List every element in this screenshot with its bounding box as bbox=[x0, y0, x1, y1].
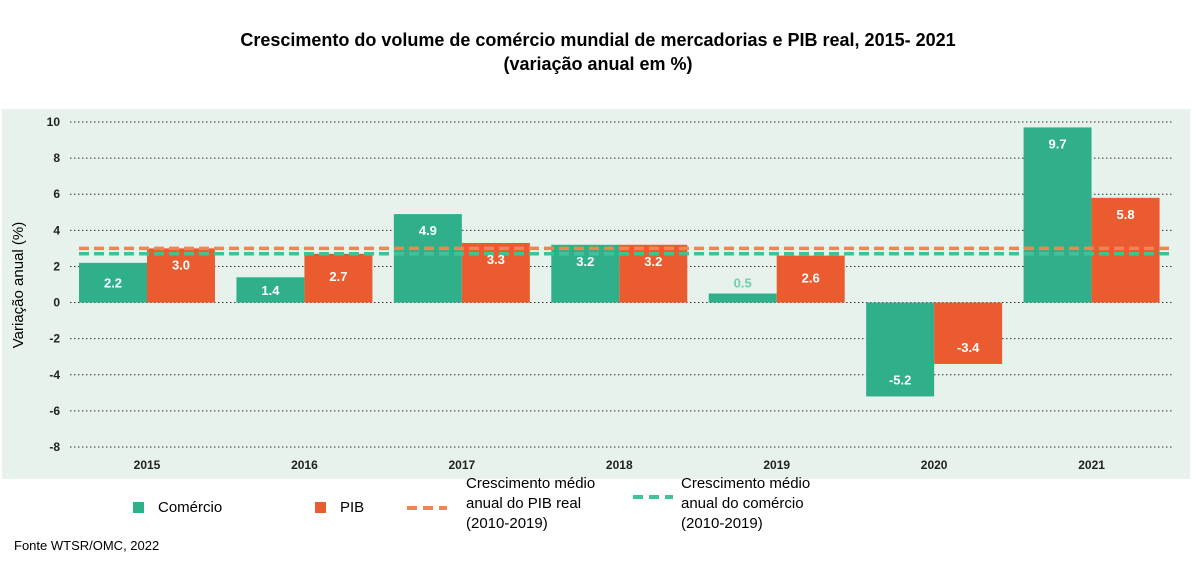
bar-pib bbox=[776, 255, 845, 303]
data-label: 3.3 bbox=[487, 252, 505, 267]
legend-label-avg-comercio: Crescimento médio anual do comércio (201… bbox=[681, 474, 810, 534]
y-tick-label: 4 bbox=[53, 223, 60, 237]
legend-avg-pib-line-3: (2010-2019) bbox=[466, 515, 548, 532]
legend-dash-avg-comercio bbox=[633, 495, 673, 499]
legend-avg-pib-line-1: Crescimento médio bbox=[466, 475, 596, 492]
data-label: 2.6 bbox=[802, 271, 820, 286]
x-tick-label: 2021 bbox=[1078, 458, 1105, 472]
y-tick-label: 10 bbox=[47, 115, 61, 129]
data-label: 3.2 bbox=[576, 254, 594, 269]
source-note: Fonte WTSR/OMC, 2022 bbox=[14, 538, 160, 553]
data-label: 3.0 bbox=[172, 257, 190, 272]
legend-avg-pib-line-2: anual do PIB real bbox=[466, 495, 582, 512]
x-tick-label: 2020 bbox=[921, 458, 948, 472]
x-tick-label: 2015 bbox=[134, 458, 161, 472]
y-tick-label: -8 bbox=[49, 440, 60, 454]
bar-comercio bbox=[236, 277, 305, 303]
x-tick-label: 2017 bbox=[449, 458, 476, 472]
x-tick-label: 2016 bbox=[291, 458, 318, 472]
bar-comercio bbox=[866, 302, 935, 397]
y-tick-label: 0 bbox=[53, 296, 60, 310]
bar-comercio bbox=[1023, 127, 1092, 303]
x-tick-label: 2019 bbox=[763, 458, 790, 472]
chart-title: Crescimento do volume de comércio mundia… bbox=[0, 28, 1196, 76]
data-label: 0.5 bbox=[734, 276, 752, 291]
bar-comercio bbox=[708, 293, 777, 303]
legend-label-comercio: Comércio bbox=[158, 499, 223, 516]
bar-pib bbox=[147, 248, 215, 303]
data-label: 1.4 bbox=[261, 283, 280, 298]
y-tick-label: -6 bbox=[49, 404, 60, 418]
legend-swatch-comercio bbox=[133, 502, 144, 513]
title-line-1: Crescimento do volume de comércio mundia… bbox=[240, 30, 956, 50]
x-tick-label: 2018 bbox=[606, 458, 633, 472]
legend-swatch-pib bbox=[315, 502, 326, 513]
legend-dash-avg-pib bbox=[407, 506, 447, 510]
legend-avg-comercio-line-1: Crescimento médio bbox=[681, 475, 811, 492]
legend-label-avg-pib: Crescimento médio anual do PIB real (201… bbox=[466, 474, 595, 534]
y-tick-label: 2 bbox=[53, 259, 60, 273]
y-axis-label: Variação anual (%) bbox=[10, 222, 27, 348]
bar-pib bbox=[1091, 197, 1160, 303]
y-tick-label: -2 bbox=[49, 332, 60, 346]
legend-label-pib: PIB bbox=[340, 499, 365, 516]
data-label: -3.4 bbox=[957, 340, 980, 355]
y-tick-label: 8 bbox=[53, 151, 60, 165]
bar-pib bbox=[934, 302, 1003, 364]
data-label: 4.9 bbox=[419, 223, 437, 238]
data-label: 2.2 bbox=[104, 276, 122, 291]
bar-comercio bbox=[79, 262, 147, 303]
data-label: 9.7 bbox=[1049, 136, 1067, 151]
legend-avg-comercio-line-3: (2010-2019) bbox=[681, 515, 763, 532]
bar-comercio bbox=[393, 214, 462, 303]
data-label: 3.2 bbox=[644, 254, 662, 269]
data-label: -5.2 bbox=[889, 372, 911, 387]
legend-avg-comercio-line-2: anual do comércio bbox=[681, 495, 804, 512]
title-line-2: (variação anual em %) bbox=[503, 54, 693, 74]
data-label: 2.7 bbox=[329, 269, 347, 284]
y-tick-label: 6 bbox=[53, 187, 60, 201]
y-tick-label: -4 bbox=[49, 368, 60, 382]
data-label: 5.8 bbox=[1117, 207, 1135, 222]
bar-pib bbox=[304, 253, 373, 303]
